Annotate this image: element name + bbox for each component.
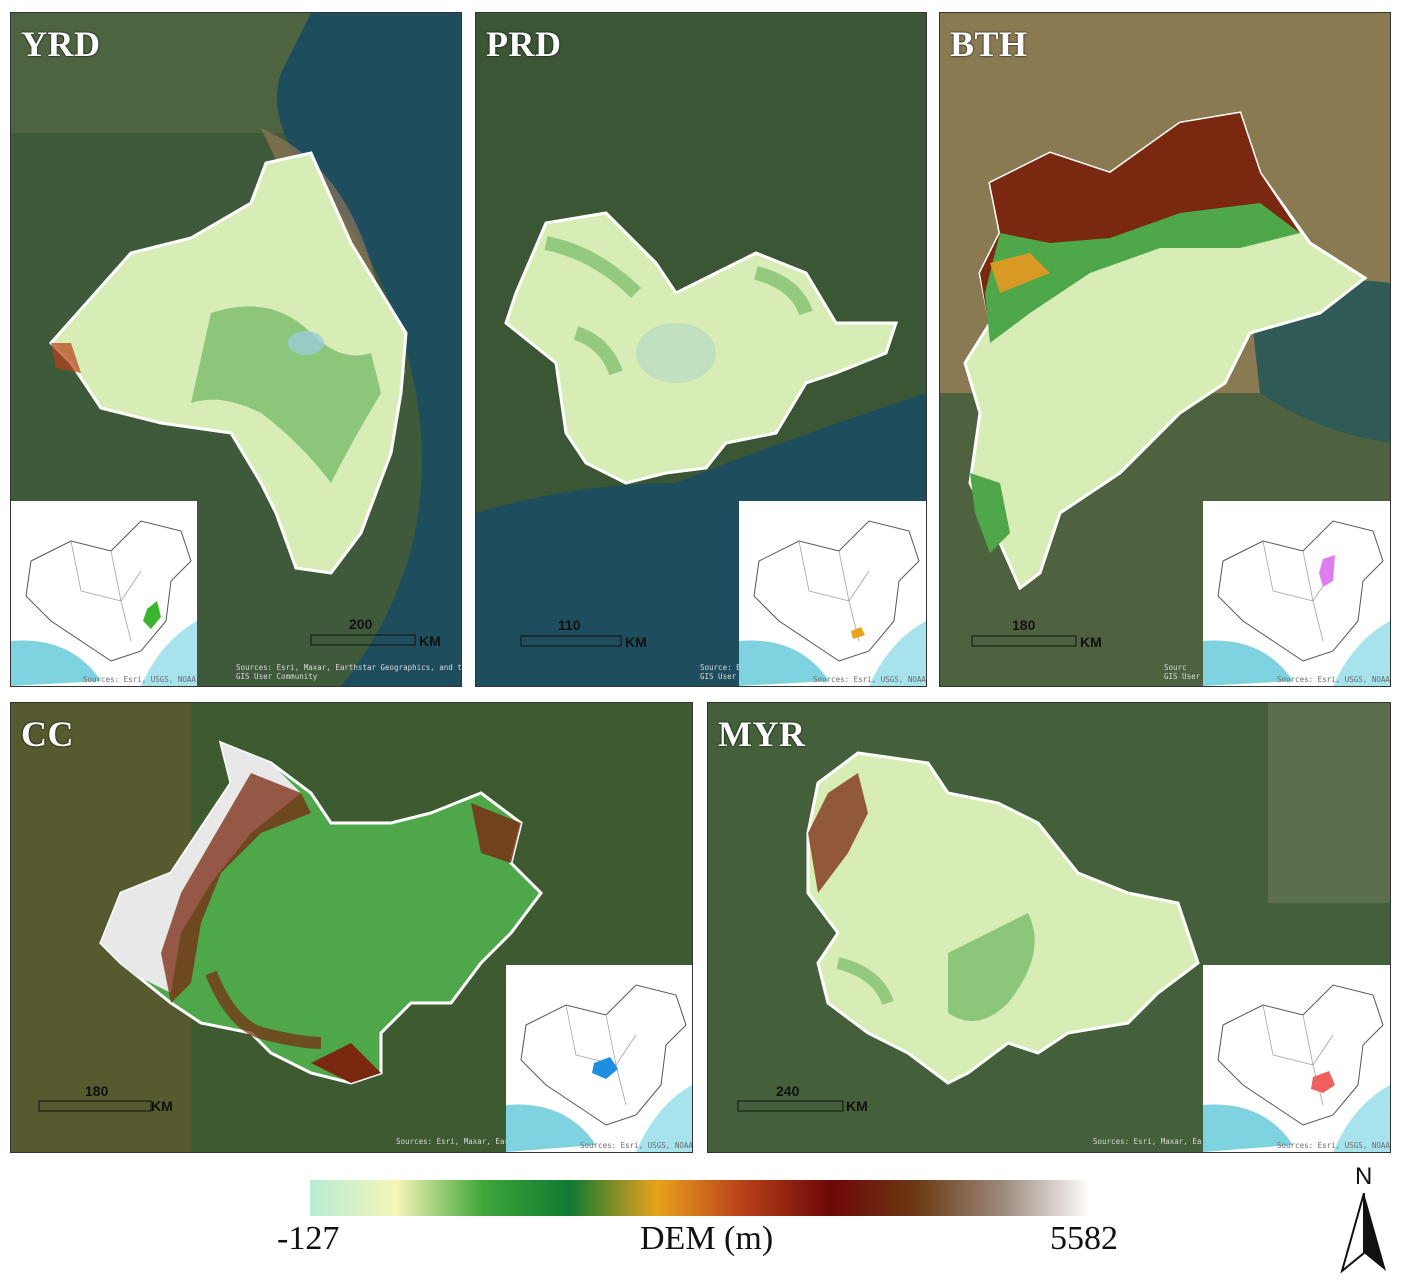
scale-unit: KM <box>846 1098 868 1114</box>
north-arrow-icon <box>1340 1193 1386 1273</box>
china-locator-inset: Sources: Esri, USGS, NOAA <box>1203 965 1390 1152</box>
china-outline-map <box>1203 984 1390 1152</box>
panel-label: PRD <box>486 24 562 64</box>
panel-label: MYR <box>718 714 806 754</box>
north-label: N <box>1355 1163 1373 1190</box>
inset-attribution: Sources: Esri, USGS, NOAA <box>1277 1141 1390 1150</box>
attribution-text: Source: E GIS User <box>700 663 741 681</box>
scale-value: 180 <box>1012 617 1036 633</box>
attribution-text: Sources: Esri, Maxar, Earthstar Geograph… <box>236 663 462 681</box>
china-outline-map <box>11 520 197 686</box>
inset-attribution: Sources: Esri, USGS, NOAA <box>813 675 926 684</box>
legend-max-label: 5582 <box>1050 1220 1118 1257</box>
scale-value: 240 <box>776 1083 800 1099</box>
china-outline-map <box>1203 520 1390 686</box>
panel-label: BTH <box>950 24 1028 64</box>
panel-label: YRD <box>21 24 101 64</box>
attribution-text: Sources: Esri, Maxar, Earths <box>396 1137 523 1146</box>
cc-map <box>11 703 692 1152</box>
scale-unit: KM <box>419 633 441 649</box>
legend-min-label: -127 <box>277 1220 340 1257</box>
scale-unit: KM <box>151 1098 173 1114</box>
china-outline-map <box>739 520 926 686</box>
china-locator-inset: Sources: Esri, USGS, NOAA <box>1203 501 1390 686</box>
inset-attribution: Sources: Esri, USGS, NOAA <box>1277 675 1390 684</box>
attribution-text: Sources: Esri, Maxar, Ea <box>1093 1137 1202 1146</box>
inset-attribution: Sources: Esri, USGS, NOAA <box>580 1141 692 1150</box>
attribution-text: Sourc GIS User <box>1164 663 1201 681</box>
dem-color-ramp <box>310 1180 1090 1216</box>
panel-label: CC <box>21 714 74 754</box>
yrd-map <box>11 13 461 686</box>
map-panel-prd: PRD 110 KM Source: E GIS User Sources: E… <box>475 12 927 687</box>
prd-map <box>476 13 926 686</box>
scale-value: 200 <box>349 616 373 632</box>
china-locator-inset: Sources: Esri, USGS, NOAA <box>739 501 926 686</box>
map-panel-myr: MYR 240 KM Sources: Esri, Maxar, Ea Sour… <box>707 702 1391 1153</box>
scale-unit: KM <box>625 634 647 650</box>
inset-attribution: Sources: Esri, USGS, NOAA <box>83 675 196 684</box>
scale-value: 110 <box>558 617 581 633</box>
china-outline-map <box>506 984 692 1152</box>
north-arrow: N <box>1340 1163 1392 1273</box>
china-locator-inset: Sources: Esri, USGS, NOAA <box>506 965 692 1152</box>
map-panel-cc: CC 180 KM Sources: Esri, Maxar, Earths S… <box>10 702 693 1153</box>
map-panel-yrd: YRD 200 KM Sources: Esri, Maxar, Earthst… <box>10 12 462 687</box>
china-locator-inset: Sources: Esri, USGS, NOAA <box>11 501 197 686</box>
scale-unit: KM <box>1080 634 1102 650</box>
map-panel-bth: BTH 180 KM Sourc GIS User Sources: Esri,… <box>939 12 1391 687</box>
myr-map <box>708 703 1390 1152</box>
scale-value: 180 <box>85 1083 109 1099</box>
legend-title: DEM (m) <box>640 1220 774 1257</box>
